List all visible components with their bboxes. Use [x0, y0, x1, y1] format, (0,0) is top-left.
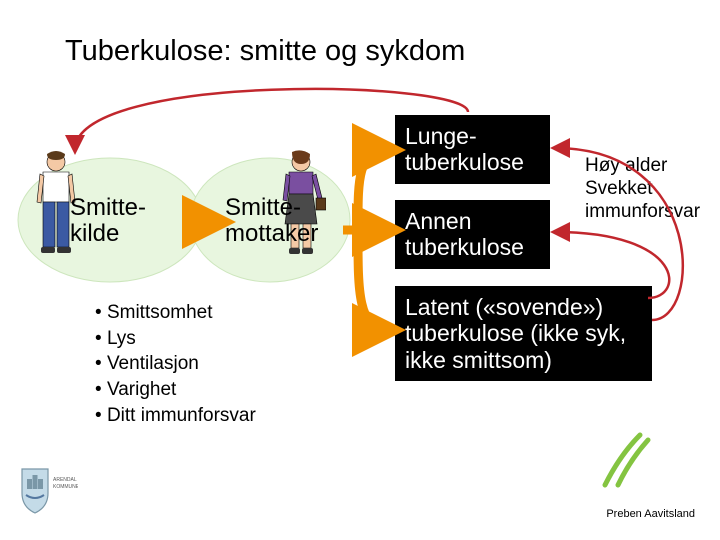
risk-factors-text: Høy alder Svekket immunforsvar: [585, 155, 700, 223]
transmission-factors-list: Smittsomhet Lys Ventilasjon Varighet Dit…: [95, 300, 256, 428]
svg-text:ARENDAL: ARENDAL: [53, 477, 77, 483]
municipality-logo: ARENDAL KOMMUNE: [18, 467, 78, 522]
svg-text:KOMMUNE: KOMMUNE: [53, 484, 78, 490]
bullet-item: Smittsomhet: [95, 300, 256, 326]
outcome-annen-box: Annen tuberkulose: [395, 200, 550, 269]
source-label: Smitte- kilde: [70, 195, 146, 248]
green-swoosh-icon: [600, 430, 660, 495]
outcome-latent-box: Latent («sovende») tuberkulose (ikke syk…: [395, 286, 652, 381]
bullet-item: Ditt immunforsvar: [95, 403, 256, 429]
outcome-lunge-box: Lunge- tuberkulose: [395, 115, 550, 184]
footer-author: Preben Aavitsland: [606, 508, 695, 520]
bullet-item: Varighet: [95, 377, 256, 403]
receiver-label: Smitte- mottaker: [225, 195, 318, 248]
bullet-item: Lys: [95, 326, 256, 352]
bullet-item: Ventilasjon: [95, 351, 256, 377]
